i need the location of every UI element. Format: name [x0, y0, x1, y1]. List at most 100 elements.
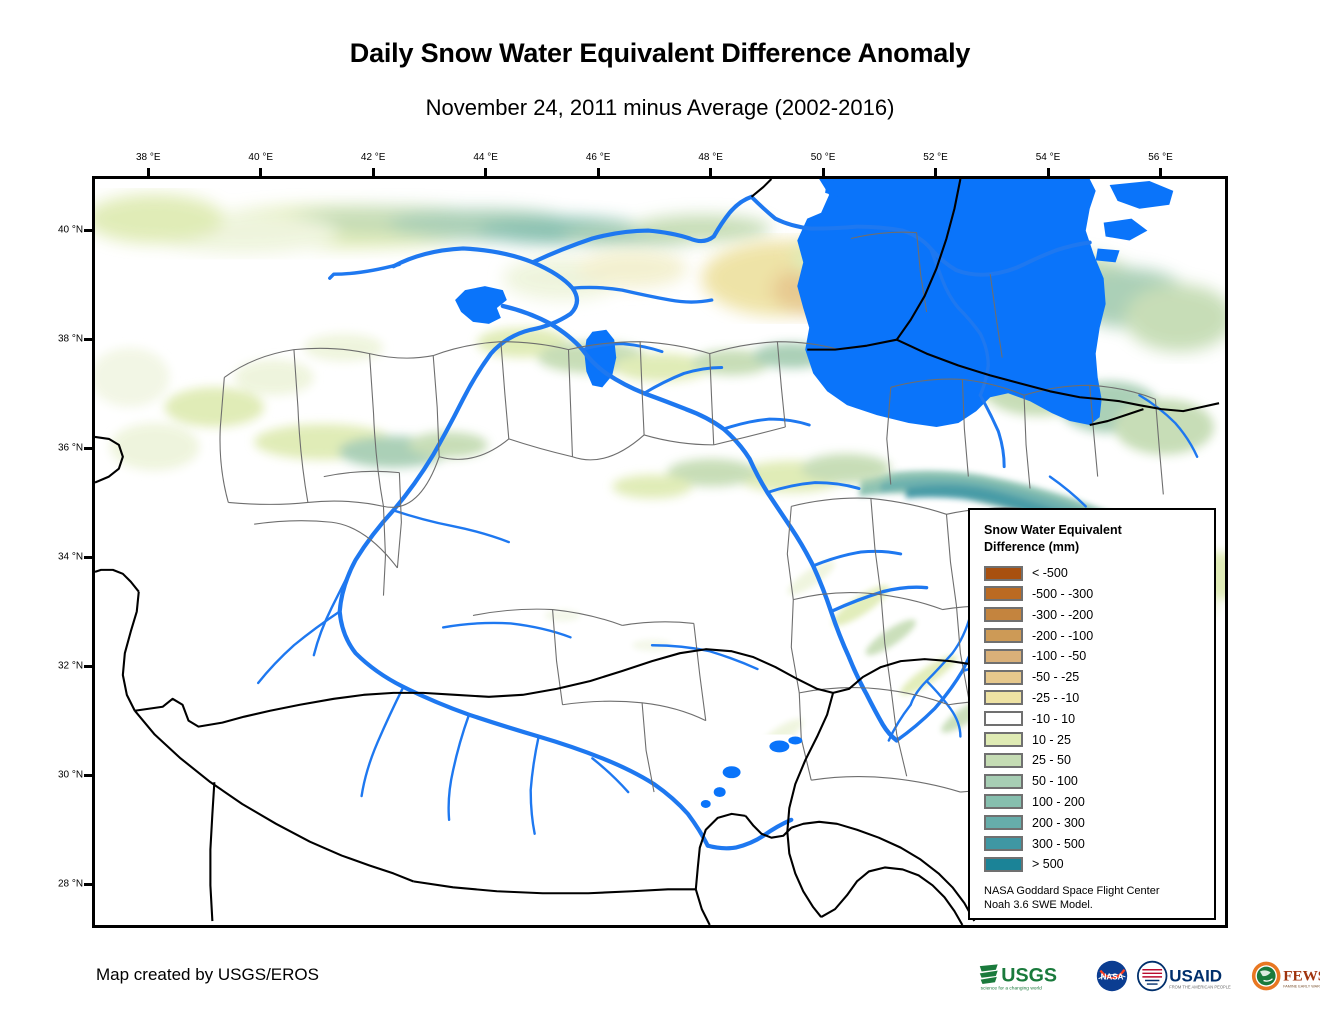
longitude-tick [259, 168, 263, 176]
latitude-tick [84, 773, 92, 777]
arabian-gulf-coast [790, 820, 976, 922]
legend-swatch [984, 586, 1023, 602]
latitude-tick [84, 664, 92, 668]
longitude-tick [371, 168, 375, 176]
legend-row: < -500 [984, 563, 1204, 584]
latitude-tick-label: 40 °N [58, 224, 84, 236]
lake-van [455, 286, 507, 324]
legend-row: 200 - 300 [984, 812, 1204, 833]
mediterranean-coast [95, 435, 124, 484]
legend-row: -25 - -10 [984, 688, 1204, 709]
longitude-tick [934, 168, 938, 176]
latitude-tick [84, 446, 92, 450]
rivers-layer [256, 194, 1199, 851]
legend-row: 10 - 25 [984, 729, 1204, 750]
svg-text:USAID: USAID [1169, 966, 1222, 985]
legend-row: 100 - 200 [984, 792, 1204, 813]
legend-swatch [984, 669, 1023, 685]
nasa-logo: NASA [1096, 960, 1128, 992]
legend-label: -300 - -200 [1032, 607, 1094, 622]
legend-row: 50 - 100 [984, 771, 1204, 792]
latitude-tick-label: 32 °N [58, 660, 84, 672]
page-title: Daily Snow Water Equivalent Difference A… [349, 38, 971, 68]
latitude-tick [84, 882, 92, 886]
caspian-sea [797, 179, 1106, 428]
svg-text:USGS: USGS [1001, 964, 1057, 986]
latitude-tick-label: 28 °N [58, 878, 84, 890]
country-borders-layer [95, 179, 1220, 925]
legend-row: -10 - 10 [984, 708, 1204, 729]
longitude-tick-label: 44 °E [473, 152, 498, 163]
legend-swatch [984, 690, 1023, 706]
caspian-border-north [895, 179, 962, 341]
longitude-tick-label: 56 °E [1148, 152, 1173, 163]
caspian-border-mid [896, 338, 1102, 401]
longitude-tick-label: 46 °E [585, 152, 611, 163]
legend-label: 200 - 300 [1032, 815, 1085, 830]
svg-text:NASA: NASA [1101, 973, 1124, 982]
iraq-saudi-border [413, 880, 696, 895]
fews-net-logo: FEWS NET FAMINE EARLY WARNING SYSTEMS NE… [1251, 961, 1320, 991]
legend-source-note: NASA Goddard Space Flight Center Noah 3.… [984, 884, 1160, 911]
legend-row: -500 - -300 [984, 584, 1204, 605]
svg-text:FAMINE EARLY WARNING SYSTEMS N: FAMINE EARLY WARNING SYSTEMS NETWORK [1283, 985, 1320, 989]
legend-label: 100 - 200 [1032, 794, 1085, 809]
legend-class-list: < -500 -500 - -300 -300 - -200 -200 - -100 -… [984, 563, 1204, 875]
map-legend: Snow Water Equivalent Difference (mm) < … [968, 508, 1216, 920]
latitude-tick-label: 38 °N [58, 333, 84, 345]
legend-row: -300 - -200 [984, 604, 1204, 625]
small-lakes [700, 736, 803, 808]
legend-swatch [984, 752, 1023, 768]
legend-label: < -500 [1032, 566, 1068, 581]
longitude-tick-label: 38 °E [135, 152, 161, 163]
latitude-tick-label: 34 °N [58, 551, 84, 563]
latitude-tick [84, 228, 92, 232]
longitude-tick-label: 40 °E [248, 152, 273, 163]
legend-row: 25 - 50 [984, 750, 1204, 771]
legend-label: -10 - 10 [1032, 711, 1076, 726]
syria-jordan-border [209, 782, 216, 922]
longitude-tick [596, 168, 600, 176]
legend-swatch [984, 856, 1023, 872]
usaid-logo: USAID FROM THE AMERICAN PEOPLE [1137, 960, 1231, 992]
longitude-tick-label: 50 °E [810, 152, 836, 163]
legend-label: 300 - 500 [1032, 836, 1085, 851]
svg-text:FEWS NET: FEWS NET [1283, 967, 1320, 984]
iran-iraq-border [786, 692, 835, 918]
legend-label: -100 - -50 [1032, 649, 1087, 664]
iran-turkmenistan-border [1101, 398, 1220, 413]
legend-swatch [984, 565, 1023, 581]
legend-swatch [984, 794, 1023, 810]
page-subtitle: November 24, 2011 minus Average (2002-20… [425, 95, 895, 120]
longitude-tick-label: 54 °E [1035, 152, 1061, 163]
legend-label: -25 - -10 [1032, 690, 1080, 705]
legend-swatch [984, 607, 1023, 623]
legend-label: 50 - 100 [1032, 774, 1078, 789]
longitude-tick [821, 168, 825, 176]
syria-iraq-border [133, 710, 414, 883]
legend-row: 300 - 500 [984, 833, 1204, 854]
legend-label: 25 - 50 [1032, 753, 1071, 768]
legend-swatch [984, 836, 1023, 851]
caspian-border-west [807, 338, 897, 351]
legend-swatch [984, 711, 1023, 727]
legend-row: -50 - -25 [984, 667, 1204, 688]
latitude-tick-label: 30 °N [58, 769, 84, 781]
legend-row: -100 - -50 [984, 646, 1204, 667]
longitude-tick-label: 42 °E [360, 152, 386, 163]
legend-title: Snow Water Equivalent Difference (mm) [984, 523, 1122, 554]
legend-swatch [984, 732, 1023, 748]
longitude-tick [709, 168, 713, 176]
latitude-tick-label: 36 °N [58, 442, 84, 454]
svg-text:FROM THE AMERICAN PEOPLE: FROM THE AMERICAN PEOPLE [1169, 985, 1231, 990]
iraq-kuwait-border [694, 812, 746, 890]
legend-swatch [984, 628, 1023, 644]
longitude-tick-label: 48 °E [698, 152, 723, 163]
iran-gulf-coast [820, 866, 964, 925]
legend-swatch [984, 773, 1023, 789]
latitude-tick [84, 555, 92, 559]
legend-label: 10 - 25 [1032, 732, 1071, 747]
legend-row: -200 - -100 [984, 625, 1204, 646]
longitude-tick [484, 168, 488, 176]
